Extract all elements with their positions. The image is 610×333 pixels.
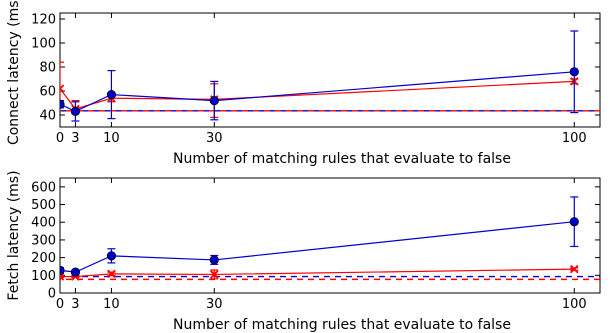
data-point xyxy=(60,99,65,109)
x-tick-label: 30 xyxy=(206,297,223,312)
x-tick-label: 30 xyxy=(206,131,223,146)
data-point xyxy=(70,106,81,117)
y-tick-label: 80 xyxy=(39,61,56,76)
data-point xyxy=(569,67,579,77)
data-point xyxy=(60,265,65,275)
x-tick-label: 100 xyxy=(562,131,587,146)
y-tick-label: 0 xyxy=(48,287,56,302)
x-tick-label: 10 xyxy=(103,297,120,312)
y-tick-label: 600 xyxy=(31,180,56,195)
series-2-line xyxy=(60,268,575,278)
x-tick-label: 0 xyxy=(56,297,64,312)
series-1-line xyxy=(60,221,575,273)
x-axis-label: Number of matching rules that evaluate t… xyxy=(173,317,511,333)
x-axis-label: Number of matching rules that evaluate t… xyxy=(173,151,511,167)
y-tick-label: 100 xyxy=(31,37,56,52)
y-tick-label: 200 xyxy=(31,251,56,266)
data-point xyxy=(106,251,117,261)
x-tick-label: 3 xyxy=(71,297,79,312)
data-point xyxy=(569,217,579,227)
y-tick-label: 400 xyxy=(31,216,56,231)
y-axis-label: Fetch latency (ms) xyxy=(6,170,22,300)
plot-frame xyxy=(59,12,601,128)
series-1-line xyxy=(60,71,575,113)
series-2-line xyxy=(60,80,575,110)
data-layer xyxy=(60,196,600,281)
data-point xyxy=(209,255,219,265)
x-tick-label: 10 xyxy=(103,131,120,146)
data-point xyxy=(570,264,579,274)
data-layer xyxy=(60,30,600,122)
x-tick-label: 3 xyxy=(71,131,79,146)
y-tick-label: 100 xyxy=(31,269,56,284)
x-tick-label: 0 xyxy=(56,131,64,146)
y-tick-label: 60 xyxy=(39,85,56,100)
y-axis-label: Connect latency (ms) xyxy=(6,0,22,145)
chart-1: 40 60 80 100 120 0 3 10 30 100 Number of matching … xyxy=(6,0,601,167)
data-point xyxy=(106,90,117,100)
y-tick-label: 500 xyxy=(31,198,56,213)
data-point xyxy=(70,267,81,277)
data-point xyxy=(210,270,219,279)
data-point xyxy=(60,84,65,93)
y-tick-label: 120 xyxy=(31,13,56,28)
y-tick-label: 300 xyxy=(31,233,56,248)
data-point xyxy=(209,96,219,106)
x-tick-label: 100 xyxy=(562,297,587,312)
y-tick-label: 40 xyxy=(39,109,56,124)
data-point xyxy=(107,269,116,279)
plot-frame xyxy=(59,177,601,294)
